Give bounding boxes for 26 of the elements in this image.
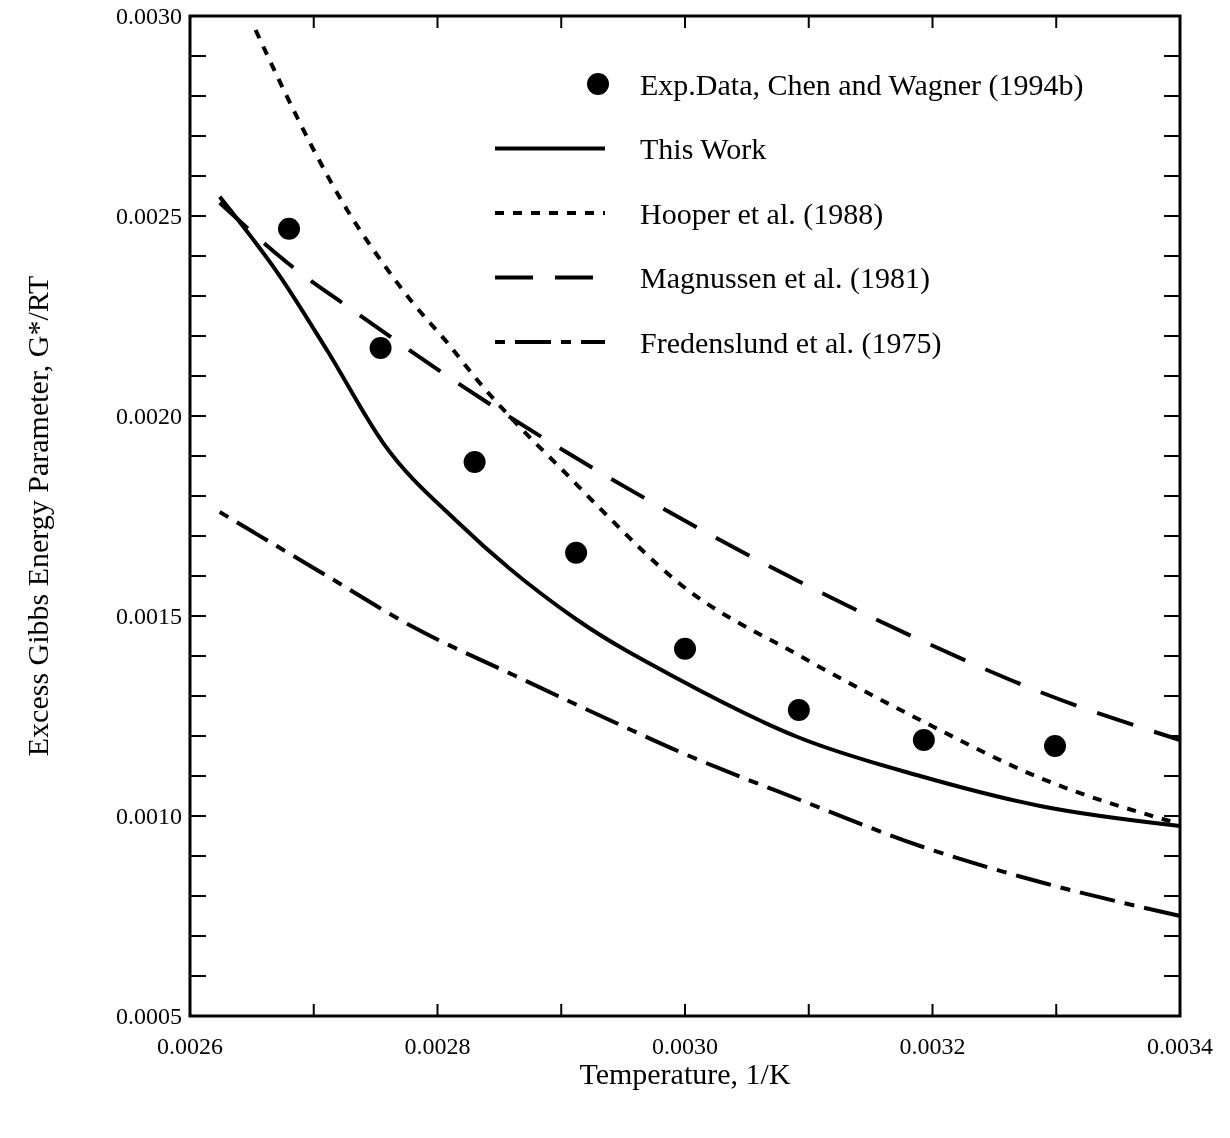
point <box>787 699 810 721</box>
point <box>463 451 486 473</box>
x-tick-label: 0.0032 <box>899 1033 966 1059</box>
x-tick-label: 0.0030 <box>652 1033 718 1059</box>
point <box>912 729 935 751</box>
y-tick-label: 0.0015 <box>116 603 182 630</box>
legend-label: This Work <box>640 132 767 165</box>
y-tick-label: 0.0005 <box>116 1003 182 1030</box>
x-axis-title: Temperature, 1/K <box>579 1057 791 1090</box>
legend-label: Fredenslund et al. (1975) <box>640 325 942 360</box>
point <box>565 541 588 564</box>
x-tick-label: 0.0026 <box>157 1033 223 1059</box>
y-tick-label: 0.0030 <box>116 3 182 30</box>
x-tick-label: 0.0028 <box>404 1033 471 1059</box>
point <box>1044 735 1067 757</box>
y-axis-title: Excess Gibbs Energy Parameter, G*/RT <box>21 275 54 757</box>
y-tick-label: 0.0025 <box>116 203 182 230</box>
y-tick-label: 0.0010 <box>116 803 182 830</box>
point <box>674 637 696 660</box>
point <box>278 217 300 240</box>
y-tick-label: 0.0020 <box>116 403 182 430</box>
legend-label: Magnussen et al. (1981) <box>640 261 930 295</box>
x-tick-label: 0.0034 <box>1147 1033 1213 1059</box>
legend-label: Hooper et al. (1988) <box>640 196 884 231</box>
legend-label: Exp.Data, Chen and Wagner (1994b) <box>640 67 1084 102</box>
point <box>369 337 392 359</box>
